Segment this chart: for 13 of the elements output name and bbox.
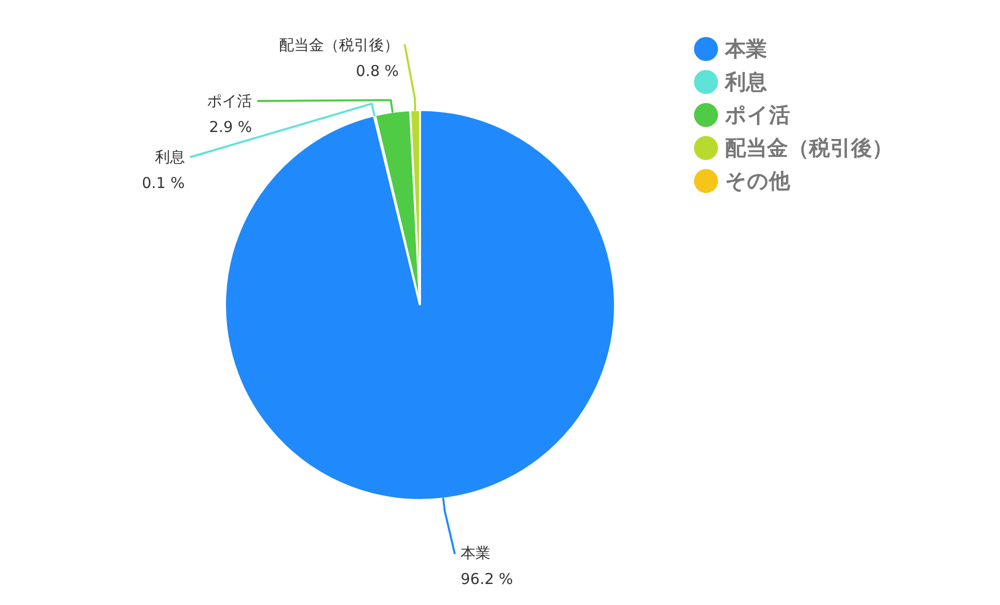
data-label: 0.8 %	[356, 62, 399, 80]
legend-label: 配当金（税引後）	[725, 134, 893, 162]
legend-label: その他	[725, 168, 790, 194]
legend-label: ポイ活	[725, 102, 790, 128]
data-label: 96.2 %	[460, 570, 514, 588]
slice-label: ポイ活	[206, 92, 252, 110]
legend-label: 本業	[725, 36, 767, 62]
slice-label: 配当金（税引後）	[278, 36, 399, 54]
legend-label: 利息	[725, 68, 767, 96]
slice-label: 利息	[154, 148, 185, 166]
data-label: 0.1 %	[142, 174, 185, 192]
data-label: 2.9 %	[209, 118, 252, 136]
slice-label: 本業	[460, 544, 491, 562]
